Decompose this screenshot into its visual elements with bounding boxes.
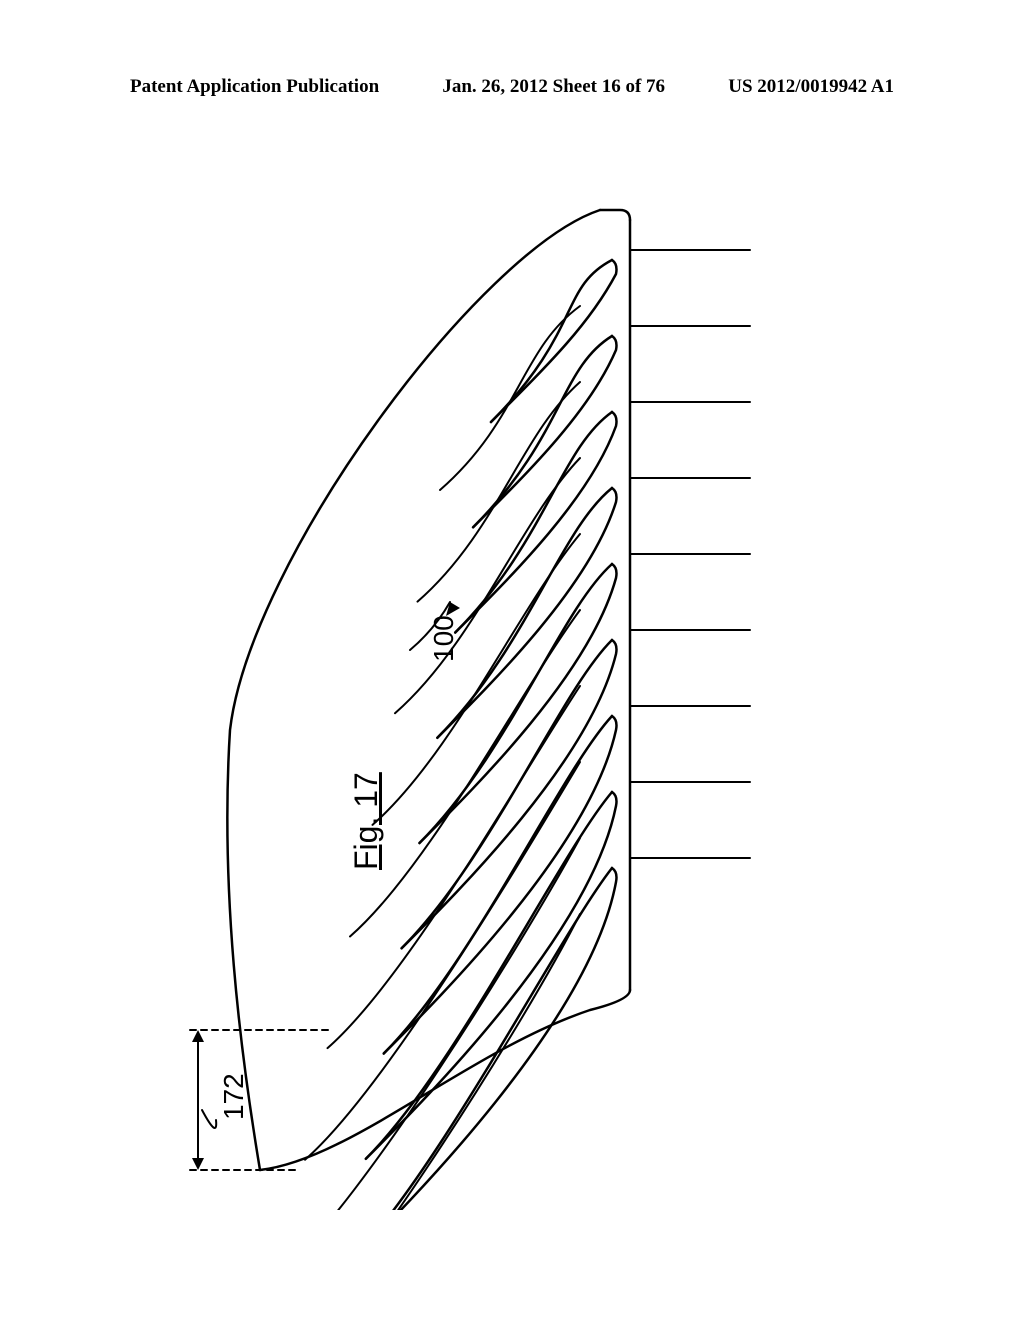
page-header: Patent Application Publication Jan. 26, … [0, 76, 1024, 98]
header-right: US 2012/0019942 A1 [728, 76, 894, 98]
figure-container: 100 172 Fig. 17 [130, 150, 890, 1210]
figure-svg [130, 150, 890, 1210]
ref-label-172: 172 [218, 1073, 250, 1120]
figure-caption: Fig. 17 [348, 772, 385, 870]
header-center: Jan. 26, 2012 Sheet 16 of 76 [442, 76, 665, 98]
ref-label-100: 100 [428, 615, 460, 662]
header-left: Patent Application Publication [130, 76, 379, 98]
